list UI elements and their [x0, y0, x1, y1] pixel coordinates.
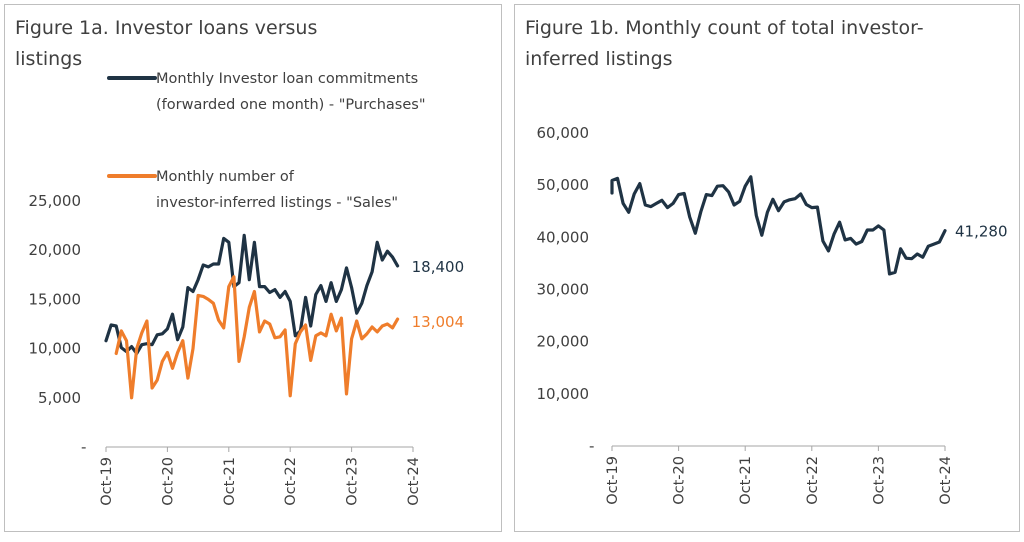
y-tick-label: -: [589, 437, 594, 455]
x-tick-label: Oct-19: [605, 456, 621, 505]
x-tick-label: Oct-20: [160, 457, 176, 506]
end-value-label: 41,280: [955, 223, 1008, 241]
y-tick-label: 40,000: [537, 228, 590, 246]
y-tick-label: -: [81, 438, 86, 456]
y-tick-label: 25,000: [29, 192, 82, 210]
figure-1a-title: Figure 1a. Investor loans versus listing…: [15, 17, 318, 70]
y-tick-label: 10,000: [537, 385, 590, 403]
x-tick-label: Oct-22: [805, 456, 821, 505]
figure-1b-title: Figure 1b. Monthly count of total invest…: [525, 17, 924, 70]
figure-1a-chart: - 5,000 10,000 15,000 20,000 25,000 Oct-19 Oct-…: [29, 71, 465, 506]
x-tick-label: Oct-23: [345, 457, 361, 506]
legend-purchases-text: Monthly Investor loan commitments: [156, 71, 418, 87]
y-tick-label: 20,000: [29, 241, 82, 259]
figure-1b-chart: - 10,000 20,000 30,000 40,000 50,000 60,000 Oct…: [537, 124, 1008, 505]
end-value-label: 13,004: [412, 313, 465, 331]
x-tick-label: Oct-21: [738, 456, 754, 505]
figure-1a-panel: Figure 1a. Investor loans versus listing…: [4, 4, 502, 532]
series-line-1: [610, 175, 947, 276]
figure-1b-panel: Figure 1b. Monthly count of total invest…: [514, 4, 1020, 532]
x-tick-label: Oct-19: [99, 457, 115, 506]
legend-sales-text: investor-inferred listings - "Sales": [156, 195, 398, 211]
x-tick-label: Oct-22: [283, 457, 299, 506]
y-tick-label: 50,000: [537, 176, 590, 194]
y-tick-label: 30,000: [537, 281, 590, 299]
y-tick-label: 15,000: [29, 290, 82, 308]
legend-sales-text: Monthly number of: [156, 169, 295, 185]
series-line-2: [114, 275, 400, 400]
x-tick-label: Oct-24: [406, 457, 422, 506]
y-tick-label: 60,000: [537, 124, 590, 142]
x-tick-label: Oct-20: [672, 456, 688, 505]
y-tick-label: 20,000: [537, 333, 590, 351]
x-tick-label: Oct-21: [222, 457, 238, 506]
y-tick-label: 10,000: [29, 340, 82, 358]
y-tick-label: 5,000: [38, 389, 81, 407]
series-line-1: [104, 233, 400, 356]
legend-purchases-text: (forwarded one month) - "Purchases": [156, 97, 425, 113]
x-tick-label: Oct-23: [871, 456, 887, 505]
x-tick-label: Oct-24: [938, 456, 954, 505]
end-value-label: 18,400: [412, 258, 465, 276]
